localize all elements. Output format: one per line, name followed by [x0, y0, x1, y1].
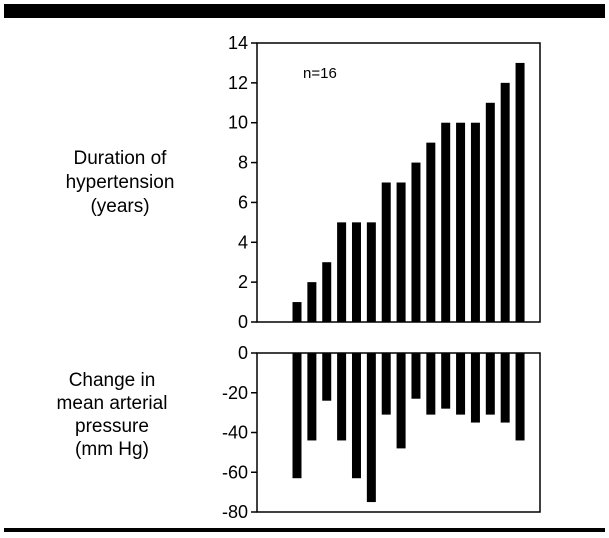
pressure-y-tick-label: -80 — [222, 502, 248, 522]
duration-y-tick-label: 2 — [238, 272, 248, 292]
duration-y-tick-label: 0 — [238, 312, 248, 332]
duration-bar — [366, 222, 376, 322]
pressure-plot-frame — [256, 352, 541, 513]
duration-ylabel-line-1: Duration of — [74, 148, 168, 169]
duration-bar — [381, 182, 391, 322]
pressure-bar — [441, 353, 451, 409]
duration-bar — [337, 222, 347, 322]
pressure-bar — [456, 353, 466, 415]
bottom-rule — [4, 528, 605, 532]
duration-bar — [515, 62, 525, 323]
sample-size-annotation: n=16 — [303, 65, 337, 82]
duration-bar — [485, 102, 495, 323]
duration-bar — [456, 122, 466, 322]
duration-bar — [500, 82, 510, 322]
duration-ylabel-line-2: hypertension — [66, 172, 175, 193]
pressure-y-tick-label: -60 — [222, 462, 248, 482]
duration-y-ticks: 0 2 4 6 8 10 12 14 — [228, 33, 257, 332]
duration-bar — [411, 162, 421, 322]
pressure-ylabel-line-2: mean arterial — [57, 393, 168, 414]
duration-y-tick-label: 10 — [228, 113, 248, 133]
pressure-bar — [307, 353, 317, 441]
pressure-bar — [351, 353, 361, 479]
duration-y-tick-label: 8 — [238, 153, 248, 173]
duration-bar — [441, 122, 451, 322]
duration-bar — [307, 282, 317, 322]
duration-y-tick-label: 6 — [238, 192, 248, 212]
pressure-y-tick-label: 0 — [238, 343, 248, 363]
pressure-bar — [337, 353, 347, 441]
duration-y-tick-label: 14 — [228, 33, 248, 53]
pressure-ylabel-line-4: (mm Hg) — [75, 439, 149, 460]
duration-y-tick-label: 4 — [238, 232, 248, 252]
duration-bar — [426, 142, 436, 322]
pressure-bar — [515, 353, 525, 441]
duration-y-tick-label: 12 — [228, 73, 248, 93]
pressure-bar — [322, 353, 332, 401]
pressure-bar — [396, 353, 406, 449]
duration-bar — [292, 302, 302, 322]
pressure-bars — [292, 353, 525, 503]
duration-plot-frame — [256, 42, 541, 323]
pressure-y-tick-label: -20 — [222, 383, 248, 403]
pressure-y-tick-label: -40 — [222, 423, 248, 443]
duration-ylabel-line-3: (years) — [90, 196, 149, 217]
pressure-ylabel-line-1: Change in — [69, 370, 156, 391]
top-rule — [4, 4, 605, 18]
pressure-bar — [366, 353, 376, 503]
duration-chart: Duration of hypertension (years) n=16 0 2… — [66, 33, 541, 332]
pressure-bar — [485, 353, 495, 415]
pressure-ylabel-line-3: pressure — [75, 416, 149, 437]
pressure-bar — [381, 353, 391, 415]
duration-bar — [396, 182, 406, 322]
pressure-bar — [470, 353, 480, 423]
pressure-bar — [426, 353, 436, 415]
duration-bar — [351, 222, 361, 322]
duration-bars — [292, 62, 525, 323]
duration-bar — [322, 262, 332, 322]
duration-bar — [470, 122, 480, 322]
pressure-bar — [292, 353, 302, 479]
pressure-y-ticks: 0 -20 -40 -60 -80 — [222, 343, 257, 522]
pressure-bar — [411, 353, 421, 399]
pressure-bar — [500, 353, 510, 423]
pressure-chart: Change in mean arterial pressure (mm Hg)… — [57, 343, 541, 522]
